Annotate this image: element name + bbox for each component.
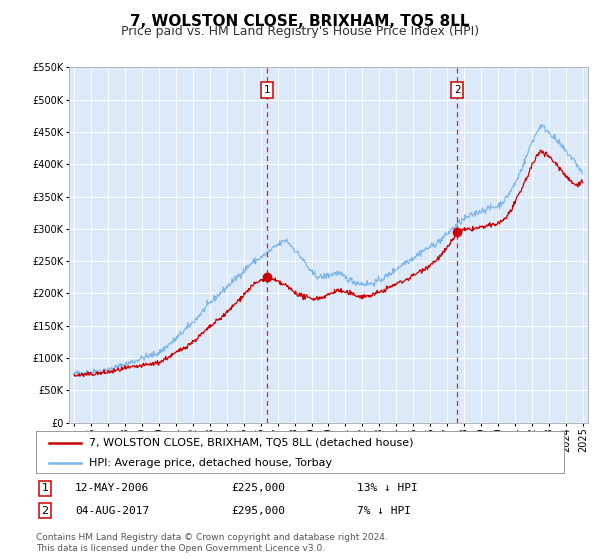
Text: HPI: Average price, detached house, Torbay: HPI: Average price, detached house, Torb… <box>89 458 332 468</box>
Text: 13% ↓ HPI: 13% ↓ HPI <box>357 483 418 493</box>
Text: 1: 1 <box>263 85 270 95</box>
Text: £295,000: £295,000 <box>231 506 285 516</box>
Text: Price paid vs. HM Land Registry's House Price Index (HPI): Price paid vs. HM Land Registry's House … <box>121 25 479 38</box>
Text: 7% ↓ HPI: 7% ↓ HPI <box>357 506 411 516</box>
Text: 7, WOLSTON CLOSE, BRIXHAM, TQ5 8LL (detached house): 7, WOLSTON CLOSE, BRIXHAM, TQ5 8LL (deta… <box>89 437 413 447</box>
Text: 04-AUG-2017: 04-AUG-2017 <box>75 506 149 516</box>
Text: 2: 2 <box>454 85 461 95</box>
Text: 1: 1 <box>41 483 49 493</box>
Text: This data is licensed under the Open Government Licence v3.0.: This data is licensed under the Open Gov… <box>36 544 325 553</box>
Text: 2: 2 <box>41 506 49 516</box>
Text: Contains HM Land Registry data © Crown copyright and database right 2024.: Contains HM Land Registry data © Crown c… <box>36 533 388 542</box>
Text: £225,000: £225,000 <box>231 483 285 493</box>
Text: 7, WOLSTON CLOSE, BRIXHAM, TQ5 8LL: 7, WOLSTON CLOSE, BRIXHAM, TQ5 8LL <box>130 14 470 29</box>
Text: 12-MAY-2006: 12-MAY-2006 <box>75 483 149 493</box>
